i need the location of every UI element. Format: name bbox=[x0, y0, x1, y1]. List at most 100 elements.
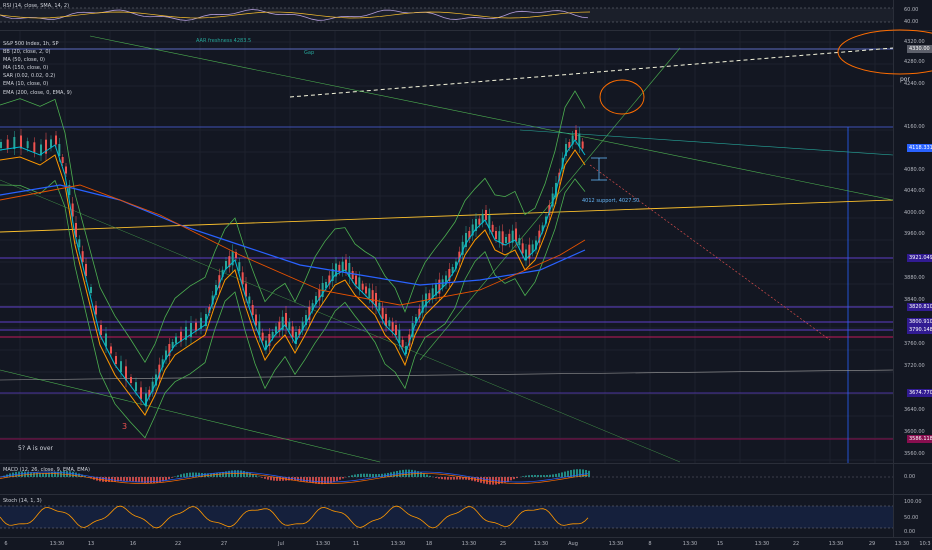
candle-body bbox=[271, 332, 274, 338]
candle-body bbox=[461, 241, 464, 255]
time-axis-label: 13:30 bbox=[49, 541, 65, 547]
macd-histogram-bar bbox=[69, 471, 71, 477]
annotation-support[interactable]: 4012 support, 4027.50 bbox=[582, 198, 640, 204]
macd-histogram-bar bbox=[504, 477, 506, 483]
macd-histogram-bar bbox=[183, 473, 185, 477]
indicator-legend[interactable]: S&P 500 Index, 1h, SP BB (20, close, 2, … bbox=[3, 40, 72, 97]
macd-histogram-bar bbox=[357, 474, 359, 477]
candle-body bbox=[501, 231, 504, 246]
candle-body bbox=[341, 261, 344, 272]
pane-separator[interactable] bbox=[0, 30, 932, 31]
candle-body bbox=[531, 244, 534, 253]
legend-ema200[interactable]: EMA (200, close, 0, EMA, 9) bbox=[3, 89, 72, 96]
price-tag-current[interactable]: 4118.331 bbox=[907, 144, 932, 152]
macd-histogram-bar bbox=[435, 477, 437, 478]
candle-body bbox=[100, 325, 102, 335]
price-tag[interactable]: 3674.770 bbox=[907, 389, 932, 397]
pane-separator[interactable] bbox=[0, 494, 932, 495]
macd-histogram-bar bbox=[288, 477, 290, 481]
annotation-wave-note[interactable]: 5? A is over bbox=[18, 445, 54, 452]
candle-body bbox=[455, 261, 457, 269]
candle-body bbox=[335, 263, 337, 277]
candle-body bbox=[518, 238, 521, 246]
macd-histogram-bar bbox=[528, 475, 530, 477]
price-tick: 3840.00 bbox=[904, 297, 925, 303]
macd-histogram-bar bbox=[507, 477, 509, 482]
candle-body bbox=[525, 249, 527, 261]
macd-histogram-bar bbox=[570, 470, 572, 477]
macd-histogram-bar bbox=[132, 477, 134, 482]
candle-body bbox=[491, 224, 494, 232]
macd-histogram-bar bbox=[81, 474, 83, 477]
time-axis-label: 13:30 bbox=[682, 541, 698, 547]
candle-body bbox=[185, 326, 187, 340]
annotation-wave-3[interactable]: 3 bbox=[122, 422, 128, 431]
price-scale[interactable] bbox=[893, 0, 932, 537]
macd-histogram-bar bbox=[408, 469, 410, 477]
candle-body bbox=[488, 215, 491, 229]
macd-histogram-bar bbox=[297, 477, 299, 481]
candle-body bbox=[321, 283, 324, 297]
legend-ma50[interactable]: MA (50, close, 0) bbox=[3, 57, 46, 64]
trendline-teal bbox=[519, 129, 894, 156]
price-tick: 3640.00 bbox=[904, 407, 925, 413]
time-axis-label: 22 bbox=[792, 541, 800, 547]
candle-body bbox=[435, 284, 437, 296]
macd-histogram-bar bbox=[450, 477, 452, 480]
legend-sar[interactable]: SAR (0.02, 0.02, 0.2) bbox=[3, 73, 56, 80]
candle-body bbox=[33, 142, 36, 153]
annotation-gap[interactable]: Gap bbox=[304, 50, 315, 56]
rsi-tick: 40.00 bbox=[904, 19, 919, 25]
rsi-ma-line bbox=[0, 11, 591, 19]
macd-histogram-bar bbox=[204, 473, 206, 477]
price-tag[interactable]: 3800.910 bbox=[907, 318, 932, 326]
annotation-right-edge[interactable]: por bbox=[900, 76, 910, 83]
candle-body bbox=[495, 231, 497, 239]
candle-body bbox=[448, 269, 451, 281]
legend-ema10[interactable]: EMA (10, close, 0) bbox=[3, 81, 49, 88]
candle-body bbox=[521, 243, 524, 254]
macd-histogram-bar bbox=[330, 477, 332, 483]
candle-body bbox=[318, 289, 321, 301]
trendline-grey bbox=[0, 369, 894, 381]
candle-body bbox=[275, 326, 277, 334]
legend-bb[interactable]: BB (20, close, 2, 0) bbox=[3, 49, 51, 56]
candle-body bbox=[228, 256, 231, 268]
candle-body bbox=[145, 393, 147, 407]
price-tag[interactable]: 3586.118 bbox=[907, 435, 932, 443]
stoch-tick: 0.00 bbox=[904, 529, 916, 535]
candle-body bbox=[158, 364, 161, 379]
price-tag[interactable]: 4330.00 bbox=[907, 45, 932, 53]
price-tag[interactable]: 3820.810 bbox=[907, 303, 932, 311]
time-axis-label: 13:30 bbox=[390, 541, 406, 547]
macd-histogram-bar bbox=[264, 477, 266, 479]
time-axis-label: 27 bbox=[220, 541, 228, 547]
macd-histogram-bar bbox=[534, 474, 536, 477]
price-tag[interactable]: 3921.049 bbox=[907, 254, 932, 262]
pane-separator[interactable] bbox=[0, 463, 932, 464]
macd-histogram-bar bbox=[540, 475, 542, 477]
trendline-green bbox=[0, 369, 381, 463]
candle-body bbox=[285, 313, 287, 327]
candle-body bbox=[95, 305, 97, 315]
candle-body bbox=[311, 303, 314, 311]
candle-body bbox=[481, 213, 484, 223]
macd-histogram-bar bbox=[438, 477, 440, 479]
candle-body bbox=[215, 285, 217, 295]
macd-histogram-bar bbox=[48, 472, 50, 477]
candle-body bbox=[551, 193, 554, 207]
macd-histogram-bar bbox=[489, 477, 491, 485]
macd-histogram-bar bbox=[309, 477, 311, 483]
macd-histogram-bar bbox=[222, 471, 224, 477]
macd-histogram-bar bbox=[366, 473, 368, 477]
candle-body bbox=[548, 205, 551, 215]
candle-body bbox=[415, 317, 417, 323]
legend-ma150[interactable]: MA (150, close, 0) bbox=[3, 65, 49, 72]
candle-body bbox=[180, 331, 182, 342]
candle-body bbox=[248, 296, 251, 304]
price-tag[interactable]: 3790.148 bbox=[907, 326, 932, 334]
legend-symbol[interactable]: S&P 500 Index, 1h, SP bbox=[3, 41, 59, 47]
annotation-resistance[interactable]: AAR freshness 4283.5 bbox=[196, 38, 252, 44]
price-tick: 4040.00 bbox=[904, 188, 925, 194]
